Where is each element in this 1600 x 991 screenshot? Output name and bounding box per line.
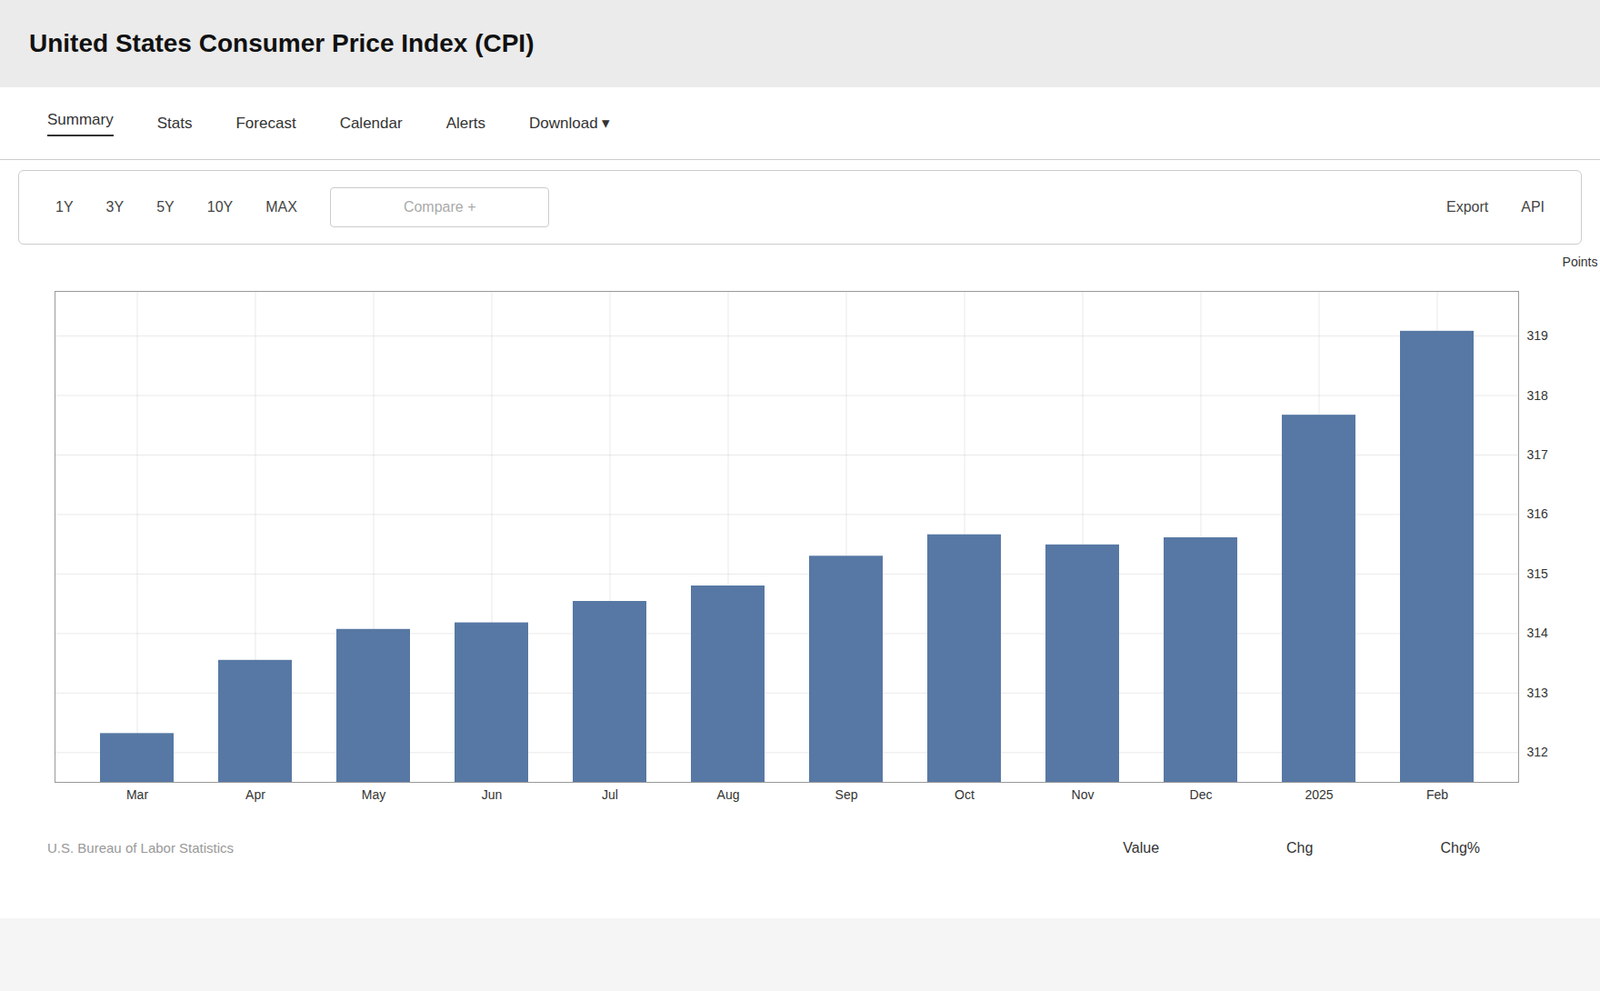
svg-text:315: 315 [1527, 566, 1550, 581]
svg-text:Jul: Jul [601, 787, 619, 802]
html-text:Alerts: Alerts [446, 114, 486, 132]
svg-text:Oct: Oct [954, 787, 975, 802]
svg-text:Jun: Jun [481, 787, 503, 802]
html-text:Value: Value [1123, 840, 1160, 856]
svg-text:312: 312 [1527, 744, 1550, 760]
svg-text:2025: 2025 [1304, 787, 1333, 802]
svg-text:314: 314 [1527, 625, 1550, 640]
svg-text:Aug: Aug [717, 787, 740, 802]
html-text:Chg%: Chg% [1440, 840, 1480, 856]
svg-text:316: 316 [1527, 506, 1550, 521]
svg-text:Feb: Feb [1426, 787, 1449, 802]
svg-text:Mar: Mar [126, 787, 149, 802]
html-text:5Y: 5Y [156, 199, 175, 215]
html-text:Forecast: Forecast [235, 114, 296, 132]
svg-text:318: 318 [1527, 388, 1550, 403]
svg-text:Dec: Dec [1190, 787, 1213, 802]
html-text:10Y: 10Y [207, 199, 233, 215]
html-text:Download ▾: Download ▾ [529, 114, 611, 132]
html-text:Calendar: Calendar [339, 114, 403, 132]
svg-text:Nov: Nov [1071, 787, 1095, 802]
html-text:Stats: Stats [157, 114, 193, 132]
html-text:Compare +: Compare + [403, 199, 476, 215]
svg-text:313: 313 [1527, 685, 1550, 700]
svg-text:317: 317 [1527, 447, 1550, 462]
html-text:3Y: 3Y [106, 199, 124, 215]
html-text:1Y: 1Y [55, 199, 74, 215]
html-text:U.S. Bureau of Labor Statistic: U.S. Bureau of Labor Statistics [47, 840, 234, 856]
html-text:Export: Export [1446, 199, 1489, 215]
svg-text:Apr: Apr [245, 787, 266, 802]
svg-text:Points: Points [1562, 254, 1599, 270]
html-text:Summary: Summary [47, 110, 114, 128]
svg-text:319: 319 [1527, 328, 1550, 343]
html-text:United States Consumer Price I: United States Consumer Price Index (CPI) [29, 29, 535, 58]
svg-text:May: May [361, 787, 386, 802]
html-text:MAX: MAX [265, 199, 298, 215]
html-text:Chg: Chg [1286, 840, 1314, 856]
html-text:API: API [1521, 199, 1545, 215]
svg-text:Sep: Sep [835, 787, 859, 802]
